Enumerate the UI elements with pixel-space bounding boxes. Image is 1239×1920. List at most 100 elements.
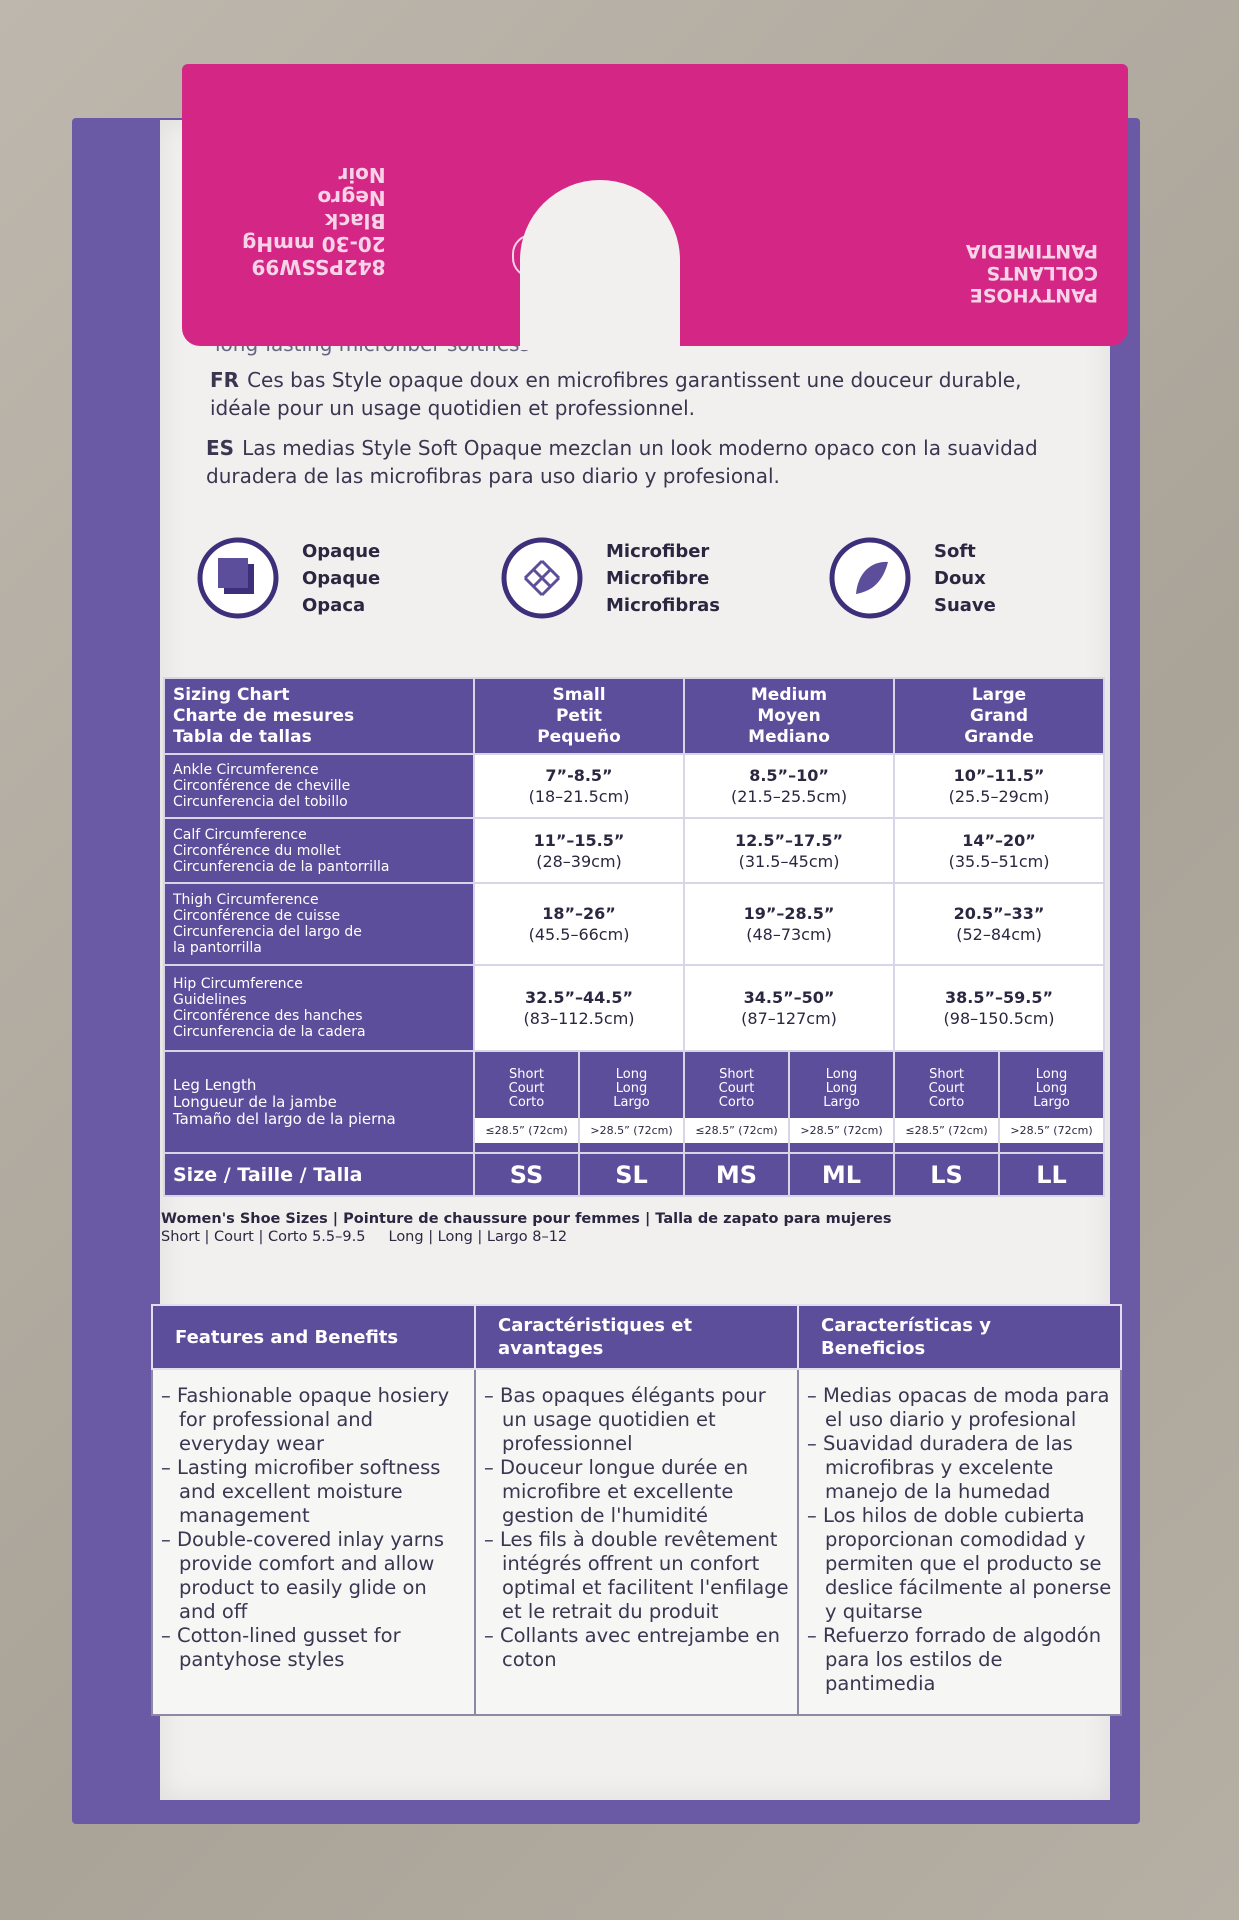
option-line: Short [509, 1066, 544, 1082]
metric: (52–84cm) [956, 925, 1042, 944]
color-name: Black [324, 209, 386, 233]
features-list: Medias opacas de moda para el uso diario… [797, 1368, 1122, 1716]
size-name: Medium [750, 684, 828, 705]
value-cell: 14”–20” (35.5–51cm) [893, 817, 1106, 884]
label-line: Circonférence des hanches [173, 1008, 363, 1024]
features-list: Fashionable opaque hosiery for professio… [151, 1368, 476, 1716]
icon-line: Microfibre [606, 567, 710, 589]
size-name: Moyen [757, 705, 821, 726]
size-name: Grand [969, 705, 1029, 726]
metric: (87–127cm) [741, 1009, 837, 1028]
label-line: Thigh Circumference [173, 892, 319, 908]
metric: (21.5–25.5cm) [730, 787, 848, 806]
feature-item: Double-covered inlay yarns provide comfo… [161, 1528, 466, 1624]
value-cell: 8.5”–10” (21.5–25.5cm) [683, 753, 896, 819]
option-name: Long Long Largo [580, 1062, 683, 1118]
value-cell: 11”–15.5” (28–39cm) [472, 817, 686, 884]
list: Fashionable opaque hosiery for professio… [161, 1384, 466, 1672]
label-line: Circonférence du mollet [173, 842, 341, 859]
features-table: Features and Benefits Caractéristiques et… [151, 1304, 1122, 1716]
option-length: ≤28.5” (72cm) [895, 1117, 999, 1143]
size-label: Size / Taille / Talla [163, 1152, 475, 1197]
metric: (25.5–29cm) [948, 787, 1050, 806]
value-cell: 10”–11.5” (25.5–29cm) [893, 753, 1106, 819]
leg-option: Short Court Corto ≤28.5” (72cm) [683, 1050, 791, 1154]
value-cell: 32.5”–44.5” (83–112.5cm) [472, 964, 686, 1052]
size-code: SS [473, 1152, 580, 1197]
leg-option: Short Court Corto ≤28.5” (72cm) [473, 1050, 580, 1154]
text: Las medias Style Soft Opaque mezclan un … [206, 436, 1038, 488]
option-length: >28.5” (72cm) [790, 1117, 894, 1143]
measure-row: Hip Circumference Guidelines Circonférence… [163, 964, 1106, 1052]
row-label: Thigh Circumference Circonférence de cuis… [163, 882, 475, 966]
color-name: Negro [317, 186, 386, 210]
features-header: Features and Benefits Caractéristiques et… [151, 1304, 1122, 1370]
icon-line: Opaque [302, 567, 381, 589]
option-line: Court [718, 1080, 755, 1096]
feature-item: Suavidad duradera de las microfibras y e… [807, 1432, 1112, 1504]
intro-es: ES Las medias Style Soft Opaque mezclan u… [206, 434, 1066, 490]
imperial: 10”–11.5” [953, 766, 1045, 785]
icon-glyph [197, 537, 279, 619]
features-title: Características y Beneficios [797, 1304, 1122, 1370]
size-name: Small [552, 684, 606, 705]
size-code: SL [577, 1152, 686, 1197]
feature-item: Les fils à double revêtement intégrés of… [484, 1528, 789, 1624]
imperial: 12.5”–17.5” [735, 830, 844, 850]
features-list: Bas opaques élégants pour un usage quoti… [474, 1368, 799, 1716]
option-line: Short [929, 1066, 964, 1082]
value-cell: 38.5”–59.5” (98–150.5cm) [893, 964, 1106, 1052]
lang-tag: FR [210, 368, 240, 392]
imperial: 20.5”–33” [953, 904, 1045, 923]
header-row: Sizing Chart Charte de mesures Tabla de ta… [163, 677, 1106, 755]
pressure: 20-30 mmHg [242, 232, 386, 256]
imperial: 34.5”–50” [743, 988, 835, 1007]
title-line: Charte de mesures [173, 705, 355, 726]
option-line: Long [615, 1080, 648, 1096]
option-name: Long Long Largo [1000, 1062, 1103, 1118]
label-line: Circunferencia del tobillo [173, 794, 348, 810]
measure-row: Calf Circumference Circonférence du molle… [163, 817, 1106, 884]
icon-line: Opaque [302, 540, 381, 562]
icon-glyph [501, 537, 583, 619]
option-line: Long [1035, 1066, 1068, 1082]
title-line: Sizing Chart [173, 684, 290, 705]
icon-line: Opaca [302, 594, 366, 616]
row-label: Leg Length Longueur de la jambe Tamaño del… [163, 1050, 475, 1154]
size-code: LS [893, 1152, 1001, 1197]
feature-item: Collants avec entrejambe en coton [484, 1624, 789, 1672]
leg-option: Long Long Largo >28.5” (72cm) [577, 1050, 686, 1154]
sizing-chart: Sizing Chart Charte de mesures Tabla de ta… [163, 677, 1106, 1197]
label-line: la pantorrilla [173, 940, 262, 956]
imperial: 8.5”–10” [749, 766, 829, 785]
metric: (28–39cm) [536, 851, 622, 871]
color-name: Noir [338, 163, 386, 187]
metric: (48–73cm) [746, 925, 832, 944]
option-length: >28.5” (72cm) [1000, 1117, 1104, 1143]
icon-glyph [829, 537, 911, 619]
metric: (45.5–66cm) [528, 925, 630, 944]
size-row: Size / Taille / Talla SS SL MS ML LS LL [163, 1152, 1106, 1197]
icon-text: Opaque Opaque Opaca [302, 538, 380, 619]
option-name: Short Court Corto [685, 1062, 788, 1118]
value-cell: 20.5”–33” (52–84cm) [893, 882, 1106, 966]
icon-line: Doux [934, 567, 986, 589]
icon-line: Soft [934, 540, 976, 562]
imperial: 7”-8.5” [545, 766, 613, 785]
feature-icon: Microfiber Microfibre Microfibras [500, 536, 720, 620]
value-cell: 19”–28.5” (48–73cm) [683, 882, 896, 966]
imperial: 38.5”–59.5” [945, 988, 1054, 1007]
tab-lines: PANTYHOSE COLLANTS PANTIMEDIA [966, 240, 1098, 306]
option-line: Long [615, 1066, 648, 1082]
feature-icon: Opaque Opaque Opaca [196, 536, 380, 620]
option-line: Long [1035, 1080, 1068, 1096]
label-line: Circunferencia de la pantorrilla [173, 858, 390, 875]
option-line: Long [825, 1066, 858, 1082]
imperial: 18”–26” [542, 904, 616, 923]
measure-row: Ankle Circumference Circonférence de chev… [163, 753, 1106, 819]
imperial: 32.5”–44.5” [525, 988, 633, 1007]
option-line: Largo [1033, 1094, 1070, 1110]
icon-line: Microfiber [606, 540, 710, 562]
value-cell: 18”–26” (45.5–66cm) [472, 882, 686, 966]
